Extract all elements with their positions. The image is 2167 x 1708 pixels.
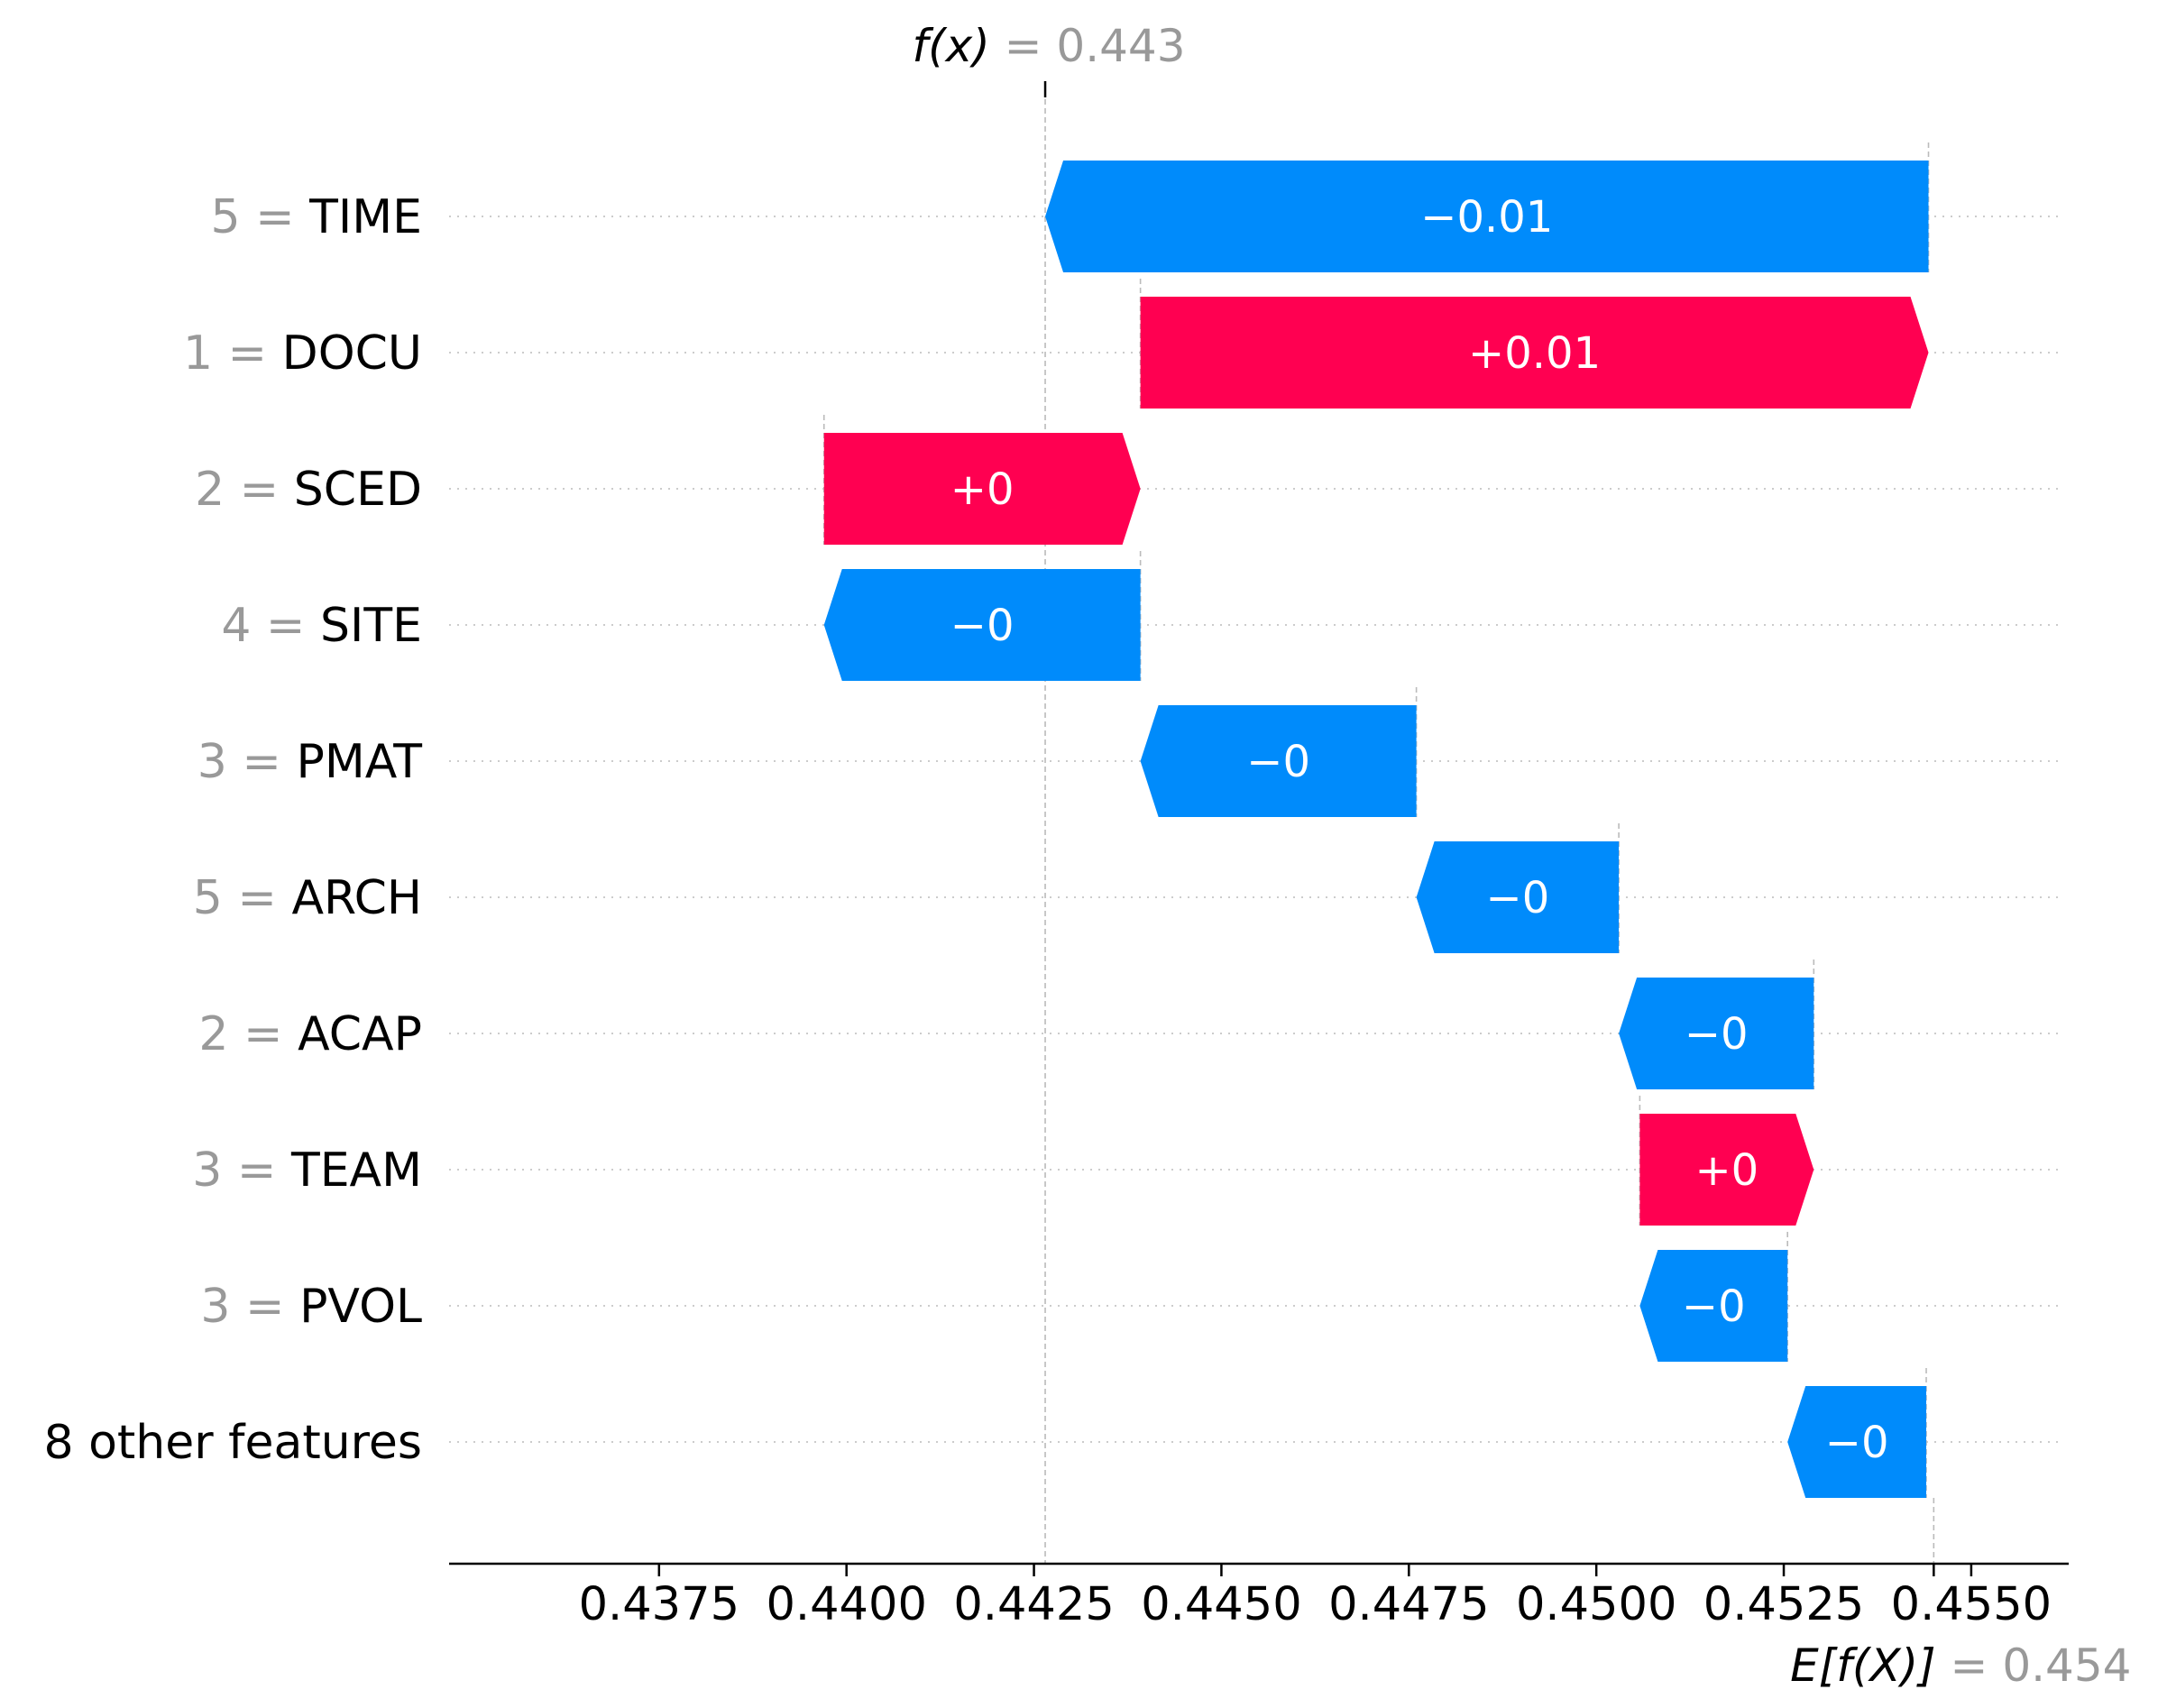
feature-label: 8 other features [43, 1416, 422, 1470]
fx-annotation: f(x) = 0.443 [913, 20, 1186, 72]
bar-value-label: +0 [1694, 1145, 1758, 1196]
bar-sced [823, 433, 1141, 545]
bar-value-label: +0 [950, 464, 1015, 515]
bar-docu [1140, 297, 1929, 409]
bar-acap [1619, 978, 1814, 1089]
feature-label: 4 = SITE [221, 599, 422, 653]
bar-value-label: −0 [1682, 1281, 1746, 1332]
feature-label: 3 = TEAM [192, 1143, 422, 1198]
bar-value-label: −0 [1485, 873, 1549, 923]
feature-label: 3 = PVOL [200, 1280, 422, 1334]
feature-label: 1 = DOCU [183, 326, 422, 381]
bar-arch [1416, 841, 1620, 953]
bar-value-label: −0 [1246, 737, 1310, 787]
x-tick-label: 0.4425 [953, 1578, 1114, 1631]
bar-value-label: +0.01 [1468, 328, 1601, 379]
bar-site [823, 569, 1141, 681]
feature-label: 5 = ARCH [193, 871, 422, 925]
x-tick-label: 0.4525 [1703, 1578, 1864, 1631]
feature-label: 2 = SCED [195, 463, 422, 517]
bar-value-label: −0.01 [1420, 192, 1553, 243]
feature-label: 3 = PMAT [197, 735, 422, 789]
feature-label: 5 = TIME [210, 190, 422, 244]
bar-8-other-features [1787, 1386, 1927, 1498]
bar-pmat [1140, 705, 1417, 817]
bar-time [1045, 161, 1929, 272]
x-tick-label: 0.4500 [1516, 1578, 1676, 1631]
x-tick-label: 0.4400 [766, 1578, 926, 1631]
x-tick-label: 0.4475 [1328, 1578, 1489, 1631]
bar-value-label: −0 [1685, 1009, 1749, 1060]
bar-value-label: −0 [950, 601, 1015, 651]
x-tick-label: 0.4550 [1891, 1578, 2052, 1631]
x-tick-label: 0.4375 [579, 1578, 739, 1631]
feature-label: 2 = ACAP [198, 1007, 422, 1061]
efx-annotation: E[f(X)] = 0.454 [1790, 1639, 2131, 1692]
bar-value-label: −0 [1825, 1418, 1889, 1468]
bar-pvol [1639, 1250, 1788, 1362]
bar-team [1639, 1114, 1814, 1226]
x-tick-label: 0.4450 [1141, 1578, 1301, 1631]
